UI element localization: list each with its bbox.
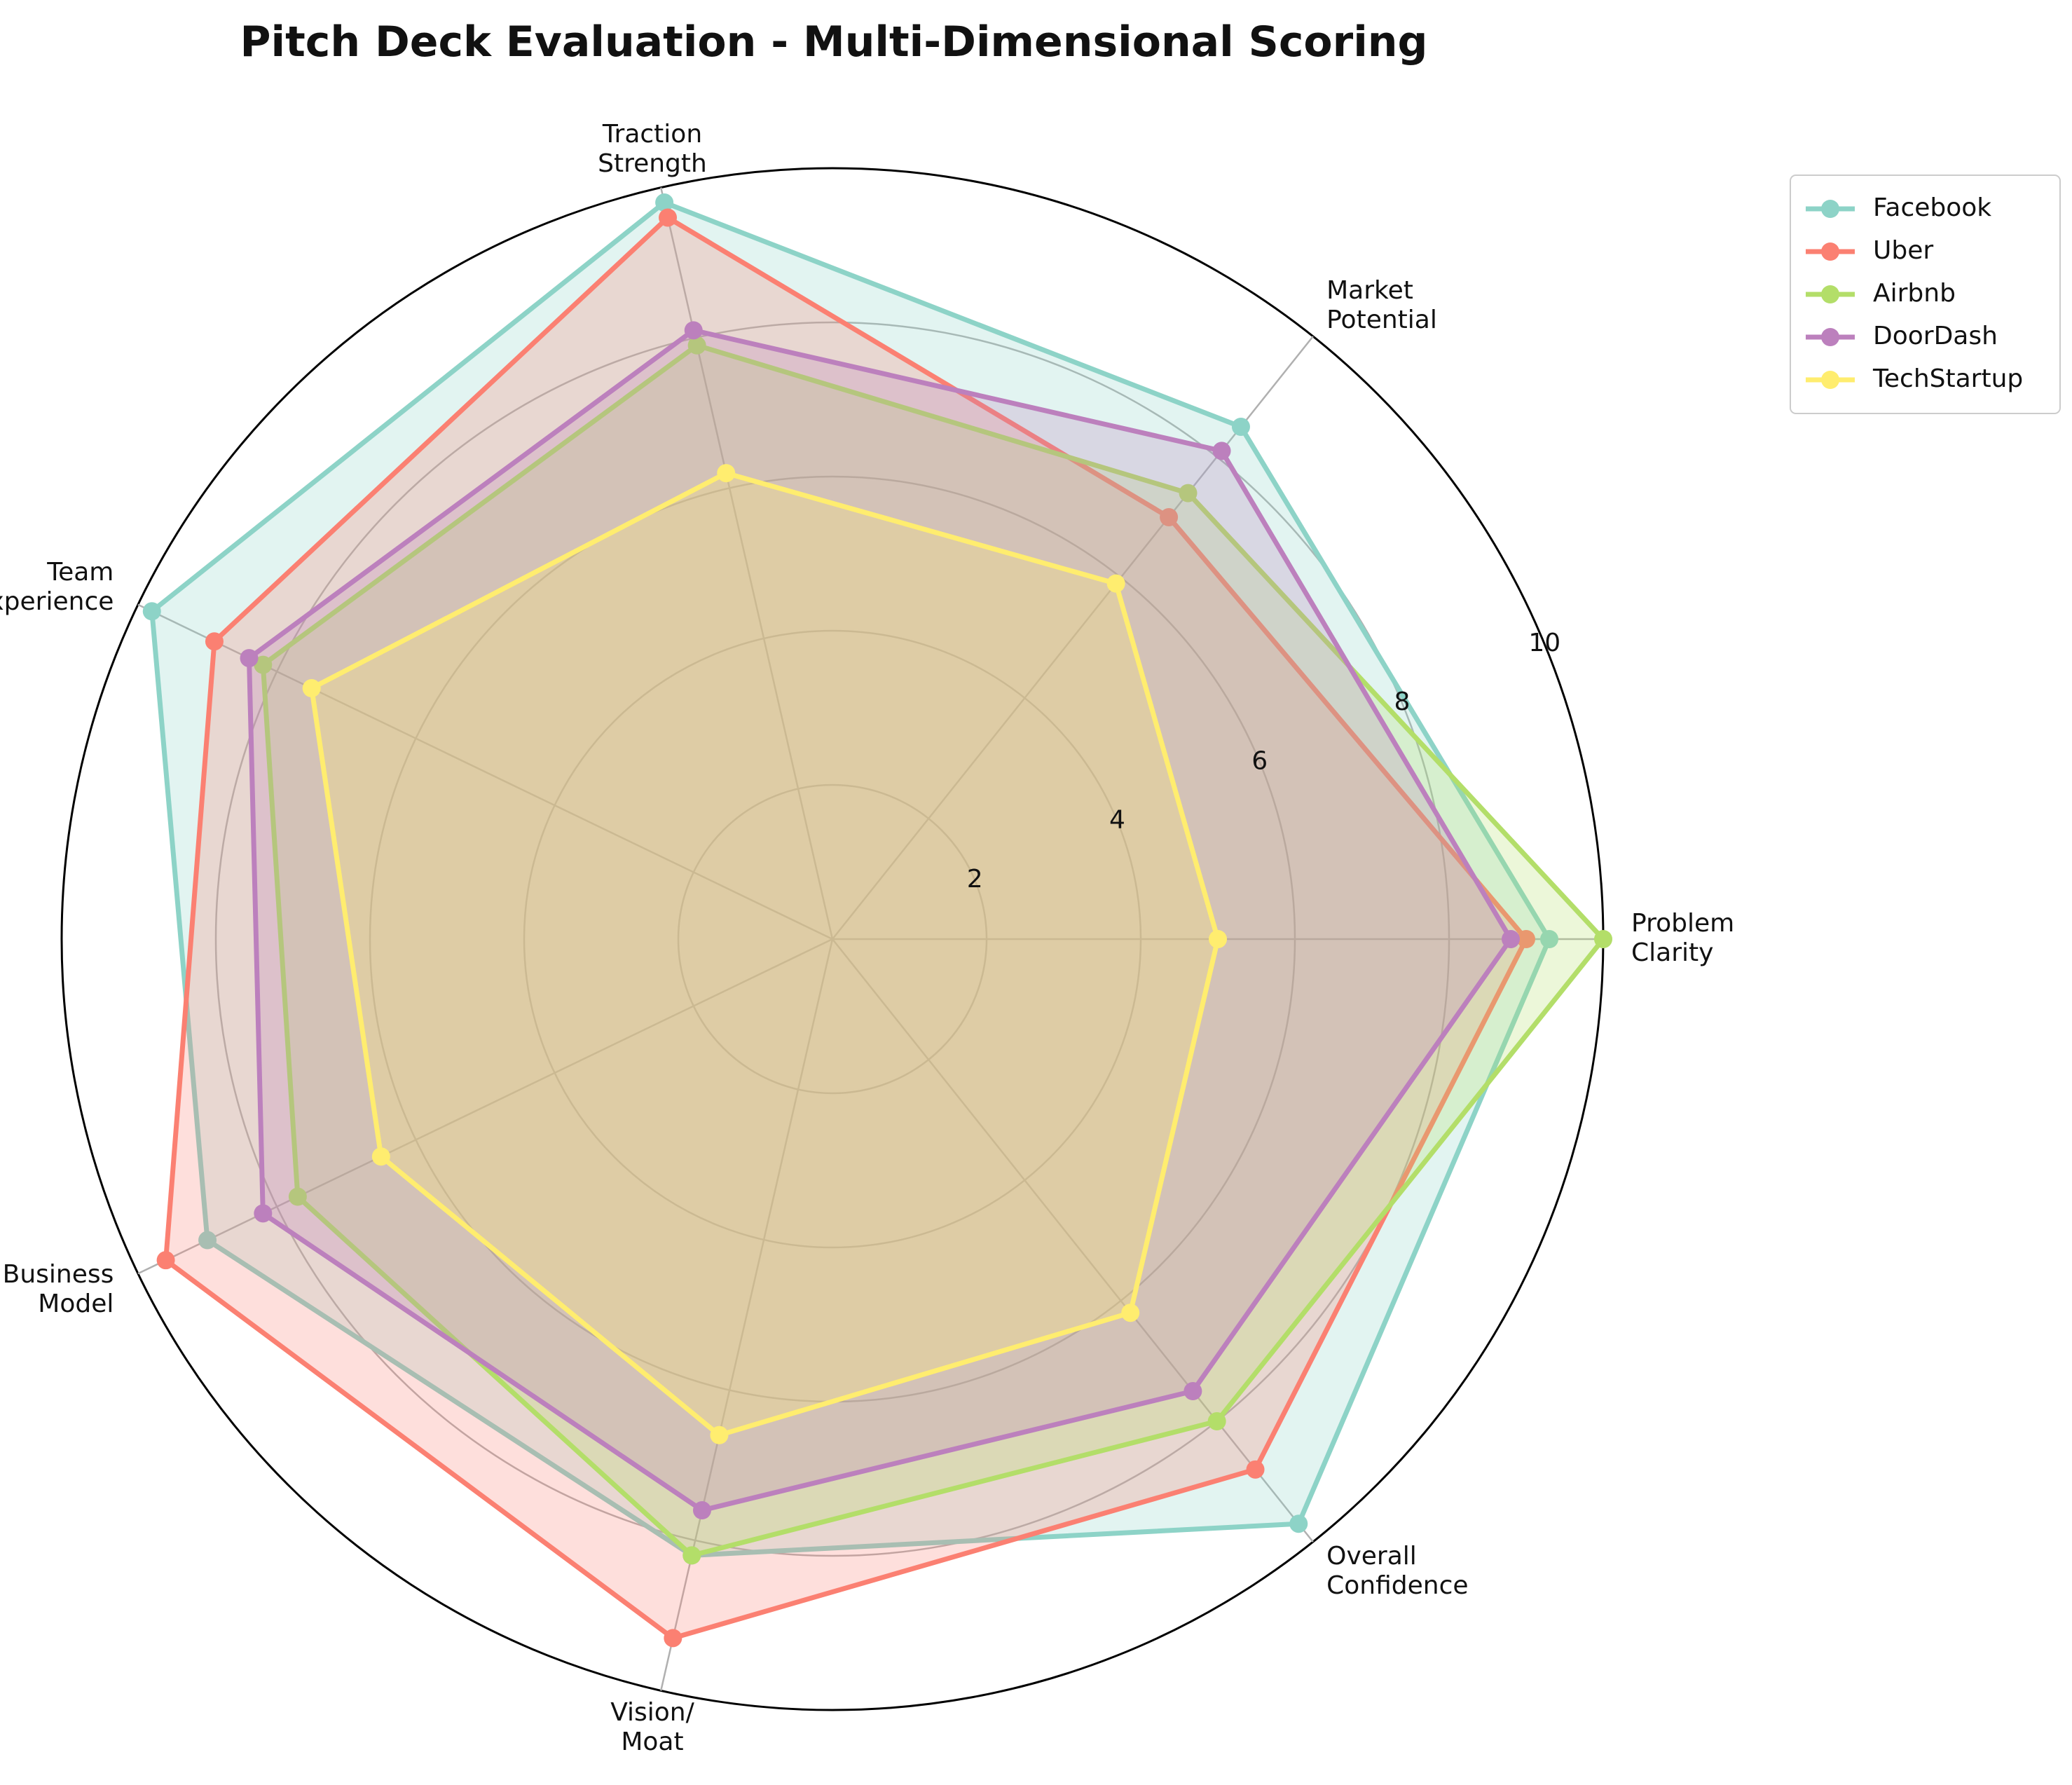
data-point xyxy=(692,1501,711,1520)
legend-item: TechStartup xyxy=(1806,364,2023,393)
series-layer xyxy=(142,193,1612,1648)
data-point xyxy=(1106,574,1125,593)
data-point xyxy=(1594,930,1612,948)
r-tick-label: 2 xyxy=(967,865,983,894)
data-point xyxy=(687,336,706,355)
axis-label: Vision/Moat xyxy=(610,1698,694,1756)
data-point xyxy=(1183,1382,1202,1401)
legend-item: Facebook xyxy=(1806,193,1991,222)
series-facebook xyxy=(142,193,1558,1565)
grid-spoke xyxy=(832,336,1314,940)
axis-label: TeamExperience xyxy=(0,558,114,616)
legend-label: TechStartup xyxy=(1872,364,2023,393)
data-point xyxy=(142,602,161,621)
series-doordash xyxy=(240,321,1520,1520)
axis-label: Overall Confidence xyxy=(1326,1542,1468,1600)
series-line xyxy=(260,342,1607,1559)
axis-label: Market Potential xyxy=(1326,276,1437,334)
data-point xyxy=(254,655,273,674)
data-point xyxy=(288,1187,307,1206)
legend-item: Uber xyxy=(1806,236,1933,265)
series-airbnb xyxy=(254,336,1612,1565)
data-point xyxy=(655,193,674,212)
r-tick-label: 4 xyxy=(1109,806,1125,835)
data-point xyxy=(1517,930,1535,948)
data-point xyxy=(1212,442,1231,460)
series-area xyxy=(151,203,1549,1556)
series-line xyxy=(308,470,1221,1438)
grid-spoke xyxy=(660,187,834,940)
data-point xyxy=(664,1629,682,1648)
legend-swatch-marker xyxy=(1821,285,1839,303)
legend: Facebook Uber Airbnb DoorDash TechStartup xyxy=(1790,175,2061,414)
legend-swatch-marker xyxy=(1821,328,1839,346)
series-uber xyxy=(156,208,1535,1648)
data-point xyxy=(1160,507,1179,526)
series-area xyxy=(249,330,1511,1510)
series-line xyxy=(149,200,1552,1558)
data-point xyxy=(240,649,259,668)
data-point xyxy=(710,1425,729,1444)
series-area xyxy=(165,217,1527,1639)
data-point xyxy=(659,208,678,227)
axis-label: Traction Strength xyxy=(598,120,707,178)
grid-spoke xyxy=(832,938,1314,1543)
axis-label-layer: 2 4 6 8 10 Problem Clarity Market Potential Tract… xyxy=(0,120,1734,1756)
grid-spoke xyxy=(137,938,833,1275)
data-point xyxy=(1209,930,1227,948)
legend-item: Airbnb xyxy=(1806,279,1956,308)
legend-label: Facebook xyxy=(1873,193,1991,222)
data-point xyxy=(198,1231,217,1250)
r-tick-label: 8 xyxy=(1394,688,1411,716)
data-point xyxy=(1231,417,1250,436)
data-point xyxy=(1179,484,1198,502)
r-tick-label: 6 xyxy=(1251,746,1268,775)
data-point xyxy=(205,632,224,651)
legend-swatch-marker xyxy=(1821,200,1839,218)
series-area xyxy=(263,345,1603,1556)
legend-item: DoorDash xyxy=(1806,322,1998,350)
data-point xyxy=(1246,1460,1265,1479)
chart-title: Pitch Deck Evaluation - Multi-Dimensiona… xyxy=(240,18,1428,67)
legend-frame xyxy=(1790,175,2061,414)
series-area xyxy=(311,473,1219,1435)
legend-label: Uber xyxy=(1873,236,1933,265)
legend-label: DoorDash xyxy=(1873,322,1998,350)
data-point xyxy=(1540,930,1558,948)
data-point xyxy=(717,464,736,483)
data-point xyxy=(371,1147,390,1166)
r-tick-label: 10 xyxy=(1528,629,1560,657)
data-point xyxy=(684,321,703,340)
data-point xyxy=(1289,1514,1308,1533)
data-point xyxy=(1207,1412,1226,1431)
data-point xyxy=(1121,1304,1140,1322)
grid-spoke xyxy=(660,938,834,1691)
data-point xyxy=(682,1546,701,1565)
data-point xyxy=(1502,930,1520,948)
data-point xyxy=(302,679,321,698)
series-techstartup xyxy=(302,464,1227,1444)
series-line xyxy=(163,214,1530,1641)
axis-label: Problem Clarity xyxy=(1631,909,1734,967)
legend-swatch-marker xyxy=(1821,242,1839,261)
legend-swatch-marker xyxy=(1821,371,1839,389)
data-point xyxy=(156,1251,175,1270)
series-line xyxy=(246,327,1514,1513)
data-point xyxy=(254,1204,273,1223)
legend-label: Airbnb xyxy=(1873,279,1956,308)
axis-label: Business Model xyxy=(3,1260,114,1318)
